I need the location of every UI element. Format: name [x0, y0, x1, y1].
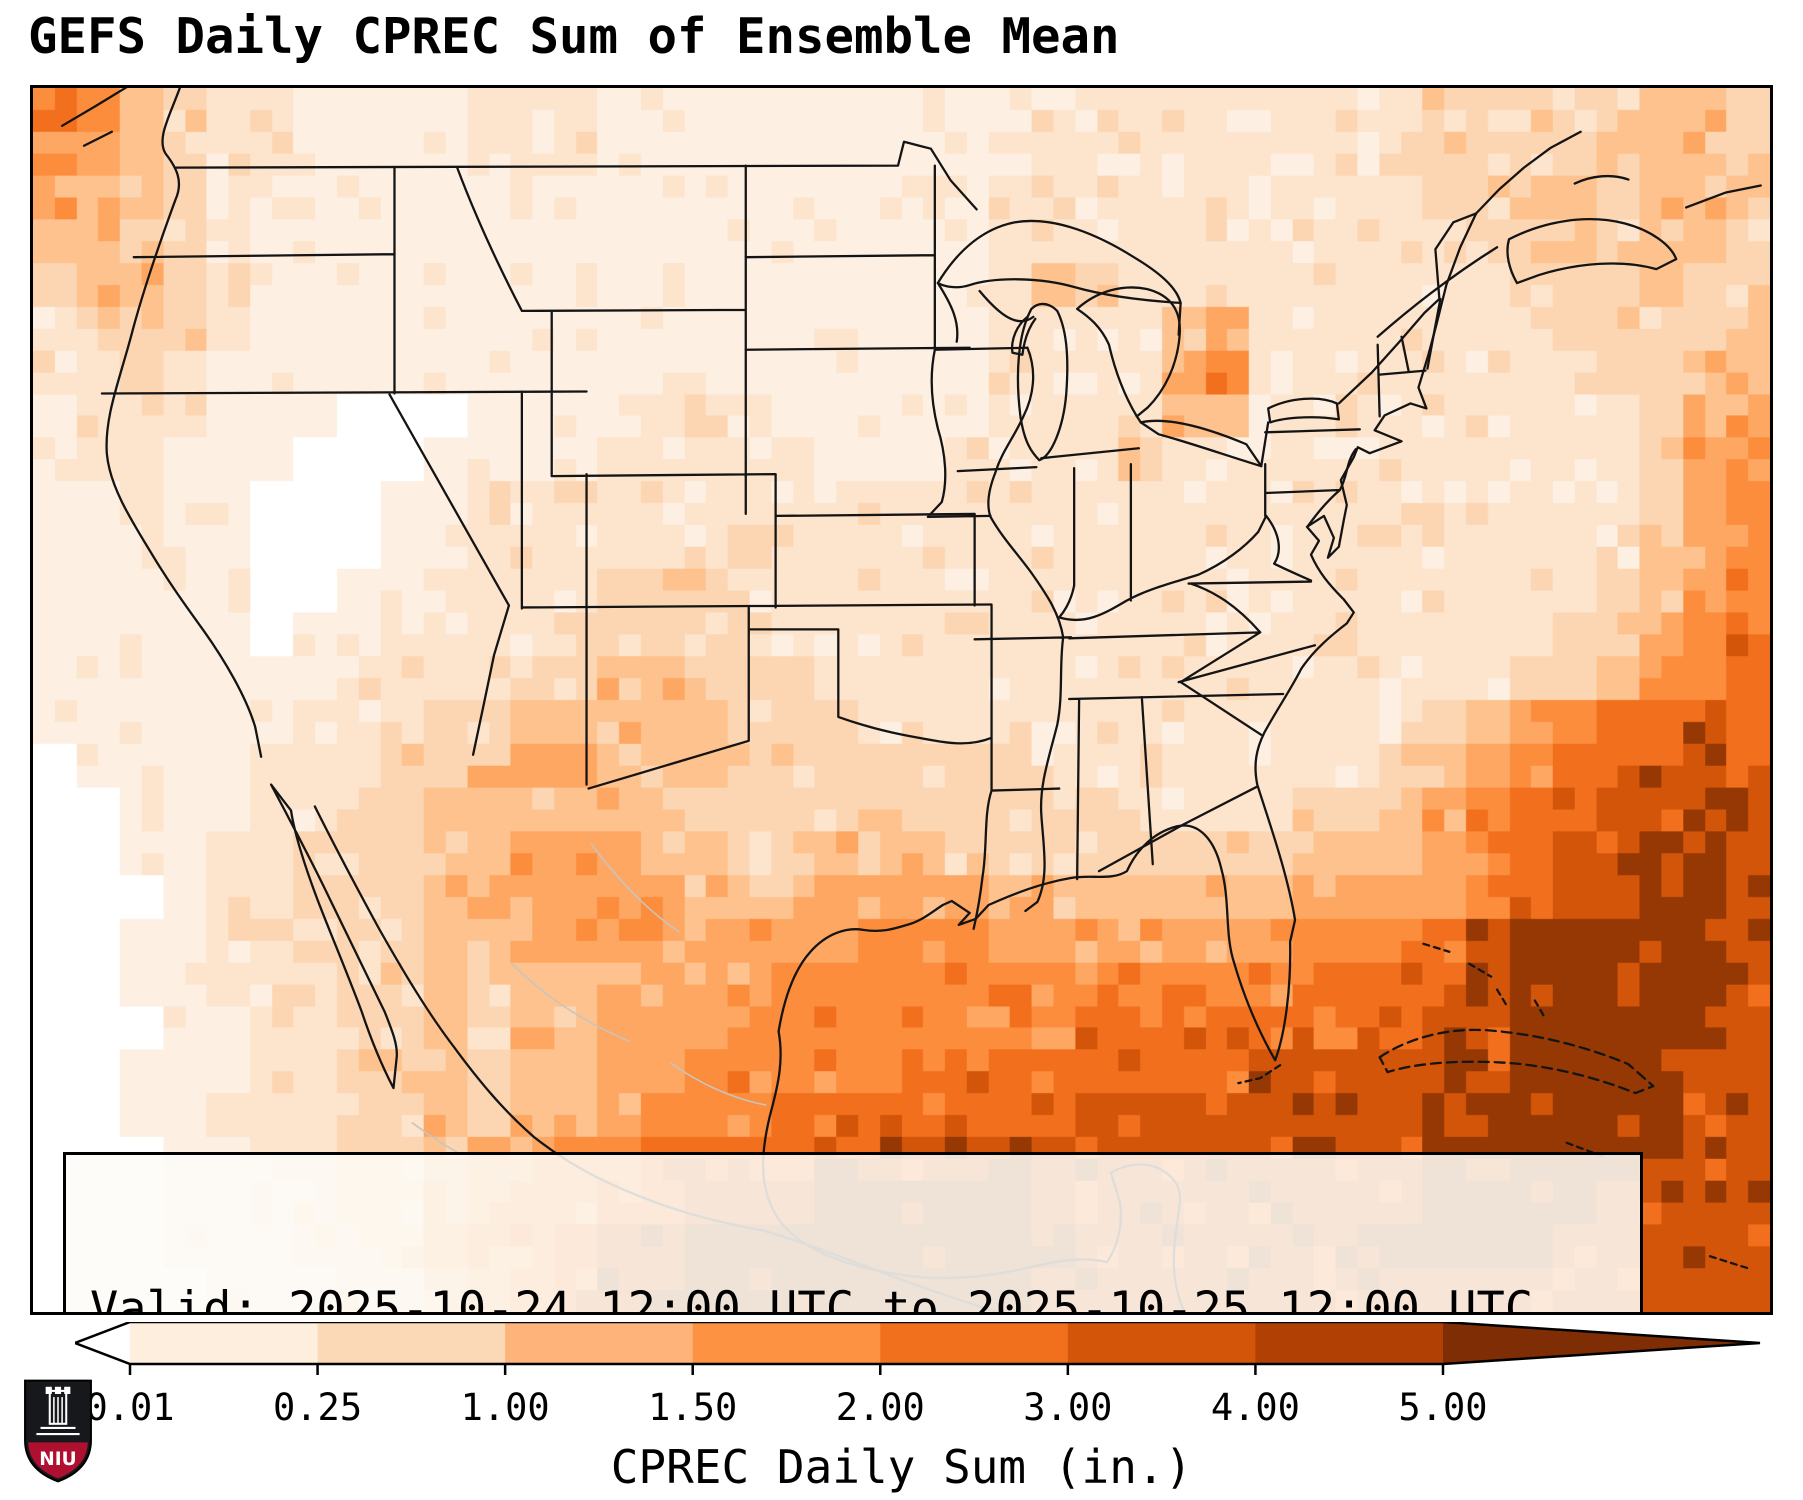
gulf-atlantic-coastline — [777, 212, 1478, 1062]
state-borders-northeast — [1264, 297, 1442, 582]
colorbar-ticks: 0.01 0.25 1.00 1.50 2.00 3.00 4.00 5.00 — [75, 1386, 1765, 1432]
forecast-info-box: Valid: 2025-10-24 12:00 UTC to 2025-10-25… — [63, 1152, 1643, 1315]
lake-michigan — [1010, 302, 1069, 462]
valid-value: 2025-10-24 12:00 UTC to 2025-10-25 12:00… — [288, 1282, 1534, 1315]
niu-shield-icon: NIU — [24, 1379, 92, 1483]
niu-logo: NIU — [22, 1378, 94, 1484]
canada-border — [174, 140, 1478, 468]
niu-logo-text: NIU — [39, 1449, 76, 1470]
lake-huron — [1075, 286, 1181, 418]
cuba-coastline — [1378, 1028, 1655, 1095]
valid-label: Valid: — [90, 1282, 260, 1315]
colorbar-gradient — [71, 1320, 1761, 1375]
state-borders-south — [972, 580, 1317, 931]
colorbar-tick-label: 1.50 — [648, 1386, 738, 1429]
state-borders — [100, 164, 1442, 931]
colorbar — [71, 1320, 1765, 1378]
colorbar-tick-label: 5.00 — [1398, 1386, 1488, 1429]
islands-bahamas-keys — [1237, 942, 1749, 1270]
colorbar-tick-label: 1.00 — [460, 1386, 550, 1429]
great-lakes — [936, 219, 1341, 468]
lake-superior — [936, 219, 1182, 305]
colorbar-tick-label: 3.00 — [1023, 1386, 1113, 1429]
map-area: Valid: 2025-10-24 12:00 UTC to 2025-10-25… — [30, 85, 1773, 1315]
figure-title: GEFS Daily CPREC Sum of Ensemble Mean — [28, 8, 1120, 65]
lake-ontario — [1267, 397, 1341, 424]
baja-california-coast — [269, 783, 399, 1090]
pacific-coastline — [105, 88, 263, 758]
valid-line: Valid: 2025-10-24 12:00 UTC to 2025-10-25… — [90, 1280, 1616, 1315]
coastlines — [60, 88, 1762, 1312]
geography-overlay — [60, 88, 1762, 1312]
precipitation-heatmap — [33, 88, 1770, 1312]
mexico-internal-lines — [411, 843, 767, 1184]
canadian-maritime-coast — [1376, 130, 1762, 338]
colorbar-tick-label: 2.00 — [835, 1386, 925, 1429]
state-borders-west — [100, 164, 993, 786]
colorbar-tick-label: 4.00 — [1210, 1386, 1300, 1429]
colorbar-label: CPREC Daily Sum (in.) — [610, 1440, 1193, 1494]
state-borders-midwest — [936, 281, 1268, 639]
lake-erie — [1139, 419, 1263, 468]
colorbar-tick-label: 0.25 — [273, 1386, 363, 1429]
state-borders-plains — [587, 164, 1029, 792]
colorbar-tick-label: 0.01 — [85, 1386, 175, 1429]
british-columbia-coast — [60, 88, 128, 147]
